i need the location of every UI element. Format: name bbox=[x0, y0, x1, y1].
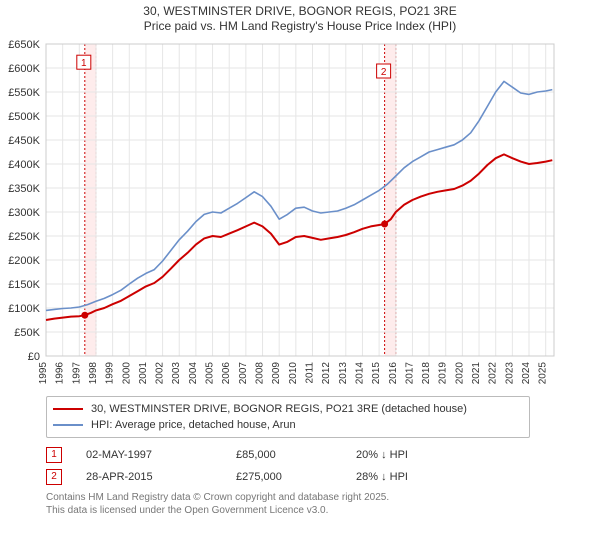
svg-text:£650K: £650K bbox=[8, 39, 40, 51]
footer: Contains HM Land Registry data © Crown c… bbox=[46, 492, 600, 517]
marker-price: £85,000 bbox=[236, 449, 356, 461]
svg-text:2024: 2024 bbox=[521, 362, 532, 385]
svg-text:2002: 2002 bbox=[155, 362, 166, 385]
svg-text:2019: 2019 bbox=[438, 362, 449, 385]
svg-text:£300K: £300K bbox=[8, 207, 40, 219]
legend-item: HPI: Average price, detached house, Arun bbox=[53, 417, 523, 433]
svg-text:2018: 2018 bbox=[421, 362, 432, 385]
svg-text:2000: 2000 bbox=[121, 362, 132, 385]
svg-text:£50K: £50K bbox=[14, 327, 40, 339]
svg-text:2025: 2025 bbox=[538, 362, 549, 385]
svg-text:2010: 2010 bbox=[288, 362, 299, 385]
svg-text:£500K: £500K bbox=[8, 111, 40, 123]
svg-text:1995: 1995 bbox=[38, 362, 49, 385]
marker-date: 02-MAY-1997 bbox=[86, 449, 236, 461]
svg-text:2012: 2012 bbox=[321, 362, 332, 385]
svg-text:1998: 1998 bbox=[88, 362, 99, 385]
svg-text:£600K: £600K bbox=[8, 63, 40, 75]
legend-item: 30, WESTMINSTER DRIVE, BOGNOR REGIS, PO2… bbox=[53, 401, 523, 417]
svg-text:2021: 2021 bbox=[471, 362, 482, 385]
marker-row: 2 28-APR-2015 £275,000 28% ↓ HPI bbox=[46, 466, 600, 488]
svg-text:2016: 2016 bbox=[388, 362, 399, 385]
svg-text:2017: 2017 bbox=[404, 362, 415, 385]
svg-text:1: 1 bbox=[81, 58, 87, 69]
svg-text:2004: 2004 bbox=[188, 362, 199, 385]
svg-text:2: 2 bbox=[381, 67, 387, 78]
svg-text:£150K: £150K bbox=[8, 279, 40, 291]
svg-text:£550K: £550K bbox=[8, 87, 40, 99]
chart-title-line1: 30, WESTMINSTER DRIVE, BOGNOR REGIS, PO2… bbox=[0, 4, 600, 19]
svg-text:£0: £0 bbox=[28, 351, 40, 363]
marker-note: 20% ↓ HPI bbox=[356, 449, 408, 461]
chart-svg: £0£50K£100K£150K£200K£250K£300K£350K£400… bbox=[40, 40, 560, 390]
svg-text:1996: 1996 bbox=[55, 362, 66, 385]
svg-text:£200K: £200K bbox=[8, 255, 40, 267]
footer-line1: Contains HM Land Registry data © Crown c… bbox=[46, 492, 600, 505]
markers-table: 1 02-MAY-1997 £85,000 20% ↓ HPI 2 28-APR… bbox=[46, 444, 600, 488]
marker-row: 1 02-MAY-1997 £85,000 20% ↓ HPI bbox=[46, 444, 600, 466]
marker-price: £275,000 bbox=[236, 471, 356, 483]
svg-text:2001: 2001 bbox=[138, 362, 149, 385]
svg-text:2023: 2023 bbox=[504, 362, 515, 385]
svg-text:2007: 2007 bbox=[238, 362, 249, 385]
svg-text:£400K: £400K bbox=[8, 159, 40, 171]
svg-text:£350K: £350K bbox=[8, 183, 40, 195]
footer-line2: This data is licensed under the Open Gov… bbox=[46, 505, 600, 518]
marker-date: 28-APR-2015 bbox=[86, 471, 236, 483]
chart-page: 30, WESTMINSTER DRIVE, BOGNOR REGIS, PO2… bbox=[0, 0, 600, 560]
svg-text:2013: 2013 bbox=[338, 362, 349, 385]
svg-text:2020: 2020 bbox=[454, 362, 465, 385]
svg-text:2015: 2015 bbox=[371, 362, 382, 385]
svg-text:2003: 2003 bbox=[171, 362, 182, 385]
svg-text:2022: 2022 bbox=[488, 362, 499, 385]
svg-text:2009: 2009 bbox=[271, 362, 282, 385]
svg-text:£450K: £450K bbox=[8, 135, 40, 147]
svg-text:£250K: £250K bbox=[8, 231, 40, 243]
marker-badge: 2 bbox=[46, 469, 62, 485]
legend-swatch bbox=[53, 424, 83, 426]
svg-text:£100K: £100K bbox=[8, 303, 40, 315]
svg-text:2005: 2005 bbox=[205, 362, 216, 385]
svg-text:2008: 2008 bbox=[255, 362, 266, 385]
legend-label: 30, WESTMINSTER DRIVE, BOGNOR REGIS, PO2… bbox=[91, 403, 467, 415]
marker-badge: 1 bbox=[46, 447, 62, 463]
svg-text:2011: 2011 bbox=[304, 362, 315, 384]
chart-title: 30, WESTMINSTER DRIVE, BOGNOR REGIS, PO2… bbox=[0, 0, 600, 34]
legend-label: HPI: Average price, detached house, Arun bbox=[91, 419, 296, 431]
svg-text:1997: 1997 bbox=[71, 362, 82, 385]
svg-text:2006: 2006 bbox=[221, 362, 232, 385]
svg-text:2014: 2014 bbox=[354, 362, 365, 385]
legend: 30, WESTMINSTER DRIVE, BOGNOR REGIS, PO2… bbox=[46, 396, 530, 438]
chart-area: £0£50K£100K£150K£200K£250K£300K£350K£400… bbox=[40, 40, 600, 390]
legend-swatch bbox=[53, 408, 83, 410]
svg-text:1999: 1999 bbox=[105, 362, 116, 385]
chart-title-line2: Price paid vs. HM Land Registry's House … bbox=[0, 19, 600, 34]
marker-note: 28% ↓ HPI bbox=[356, 471, 408, 483]
